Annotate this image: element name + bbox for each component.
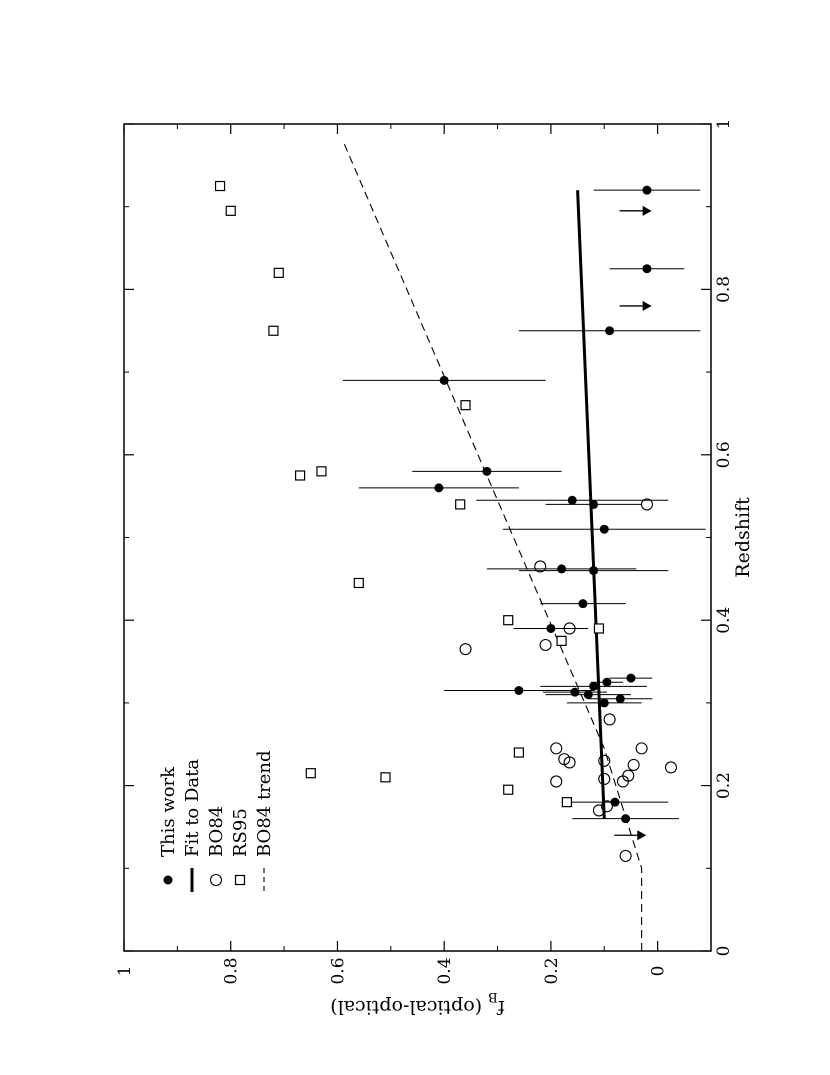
this-work-marker bbox=[578, 599, 588, 609]
bo84-marker bbox=[534, 560, 547, 573]
legend: This work Fit to Data BO84 RS95 BO84 trend bbox=[158, 750, 275, 892]
redshift-tick-label: 0.4 bbox=[714, 607, 734, 634]
this-work-marker bbox=[626, 673, 636, 683]
rs95-marker bbox=[353, 577, 364, 589]
fb-tick-label: 1 bbox=[115, 966, 135, 977]
bo84-marker bbox=[616, 775, 630, 788]
rs95-marker bbox=[503, 615, 514, 626]
this-work-marker bbox=[642, 264, 652, 274]
axis-labels: 0 0.2 0.4 0.6 0.8 1 0 0.2 0.4 0.6 0.8 1 Redshift fB (… bbox=[115, 119, 754, 1018]
bo84-marker bbox=[550, 775, 563, 788]
rs95-marker bbox=[460, 400, 471, 411]
this-work-marker bbox=[602, 677, 612, 687]
fb-tick-label: 0 bbox=[649, 966, 669, 977]
rs95-marker bbox=[455, 499, 466, 510]
fb-tick-label: 0.4 bbox=[435, 957, 455, 984]
rs95-marker bbox=[305, 768, 316, 779]
this-work-marker bbox=[605, 326, 615, 336]
upper-limit-arrow-head bbox=[642, 300, 652, 311]
this-work-marker bbox=[589, 499, 599, 509]
rs95-marker bbox=[316, 466, 327, 477]
bo84-trend-line bbox=[342, 140, 643, 951]
this-work-marker bbox=[557, 564, 567, 574]
legend-label: This work bbox=[158, 766, 179, 857]
bo84-marker bbox=[558, 753, 571, 766]
x-axis-label: Redshift bbox=[732, 497, 754, 578]
legend-label: BO84 bbox=[206, 806, 227, 857]
rs95-marker bbox=[273, 267, 284, 278]
this-work-marker bbox=[599, 698, 609, 708]
bo84-marker bbox=[539, 638, 552, 652]
rs95-marker bbox=[513, 747, 524, 758]
legend-label: RS95 bbox=[230, 808, 251, 857]
data-markers bbox=[214, 180, 678, 862]
rs95-marker bbox=[593, 623, 605, 634]
y-axis-label: fB (optical-optical) bbox=[330, 990, 505, 1019]
this-work-marker bbox=[599, 524, 609, 534]
redshift-tick-label: 1 bbox=[714, 119, 734, 130]
y-axis-label-subscript: B bbox=[488, 990, 498, 1005]
y-axis-label-rest: (optical-optical) bbox=[330, 996, 488, 1018]
bo84-marker bbox=[550, 742, 563, 755]
fb-tick-label: 0.6 bbox=[328, 957, 348, 984]
redshift-tick-label: 0.6 bbox=[714, 441, 734, 468]
this-work-marker bbox=[615, 694, 625, 704]
this-work-marker bbox=[434, 483, 444, 493]
error-bars bbox=[342, 189, 706, 820]
fb-tick-label: 0.8 bbox=[222, 957, 242, 984]
rs95-marker bbox=[561, 797, 573, 808]
this-work-marker bbox=[570, 687, 580, 697]
axis-ticks bbox=[123, 123, 712, 952]
legend-label: Fit to Data bbox=[182, 759, 203, 857]
bo84-marker bbox=[598, 772, 611, 786]
redshift-tick-label: 0 bbox=[714, 946, 734, 957]
rs95-marker bbox=[380, 772, 391, 783]
bo84-marker bbox=[563, 622, 576, 635]
this-work-marker bbox=[567, 495, 577, 505]
this-work-marker bbox=[589, 566, 599, 576]
bo84-marker bbox=[635, 742, 648, 755]
bo84-marker bbox=[603, 713, 616, 726]
this-work-marker bbox=[610, 797, 620, 807]
this-work-marker bbox=[482, 466, 492, 476]
bo84-marker bbox=[664, 761, 678, 774]
fb-tick-label: 0.2 bbox=[542, 957, 562, 984]
legend-symbol-bo84 bbox=[209, 873, 223, 887]
bo84-marker bbox=[592, 804, 605, 817]
rs95-marker bbox=[225, 205, 236, 216]
rs95-marker bbox=[503, 784, 514, 795]
rs95-marker bbox=[556, 635, 567, 646]
bo84-marker bbox=[627, 758, 640, 771]
bo84-marker bbox=[619, 849, 632, 862]
upper-limit-arrow-head bbox=[637, 830, 647, 841]
legend-label: BO84 trend bbox=[254, 750, 275, 857]
this-work-marker bbox=[546, 623, 556, 633]
bo84-marker bbox=[459, 643, 472, 656]
this-work-marker bbox=[439, 375, 449, 385]
this-work-marker bbox=[514, 685, 524, 695]
bo84-marker bbox=[598, 754, 611, 767]
this-work-marker bbox=[583, 690, 593, 700]
y-axis-label-main: f bbox=[496, 996, 505, 1018]
rs95-marker bbox=[268, 325, 279, 336]
this-work-marker bbox=[589, 681, 599, 691]
rs95-marker bbox=[295, 470, 306, 481]
legend-symbol-rs95 bbox=[234, 874, 246, 886]
redshift-tick-label: 0.2 bbox=[714, 772, 734, 799]
this-work-marker bbox=[621, 814, 631, 824]
redshift-tick-label: 0.8 bbox=[714, 276, 734, 303]
rs95-marker bbox=[214, 180, 226, 192]
bo84-marker bbox=[600, 800, 613, 813]
this-work-marker bbox=[642, 185, 652, 195]
fit-lines bbox=[342, 140, 643, 951]
legend-symbol-this-work bbox=[163, 875, 173, 885]
bo84-marker bbox=[640, 498, 654, 511]
upper-limit-arrow-head bbox=[642, 205, 652, 216]
